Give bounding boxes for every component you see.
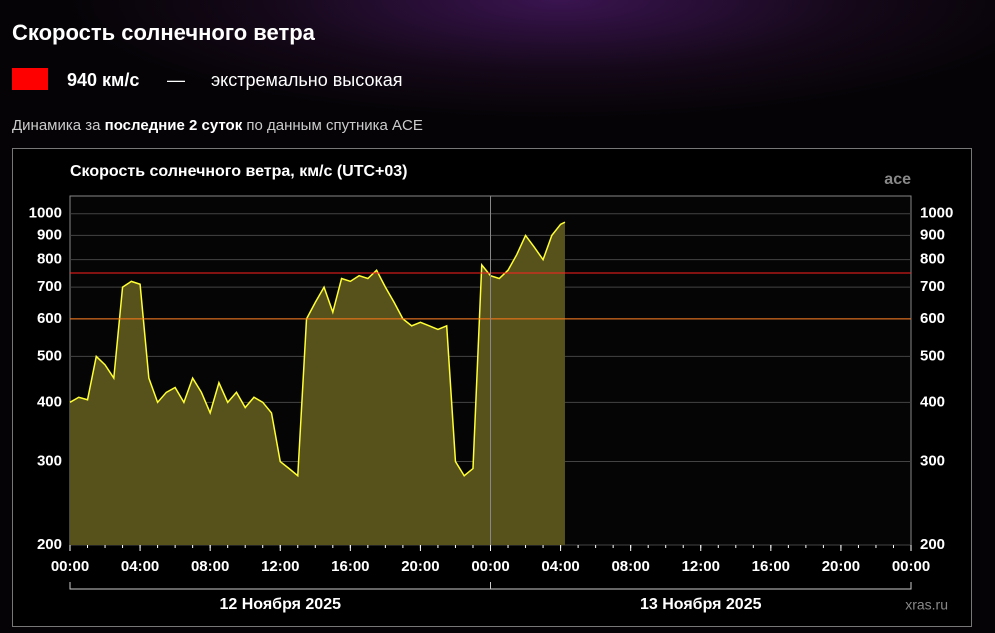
x-tick-label: 16:00 (331, 558, 369, 575)
y-tick-label: 900 (37, 226, 62, 243)
caption-post: по данным спутника ACE (246, 117, 423, 134)
date-label: 12 Ноября 2025 (219, 596, 341, 613)
x-tick-label: 20:00 (822, 558, 860, 575)
y-tick-label: 800 (37, 251, 62, 268)
current-speed: 940 км/с (67, 70, 140, 90)
caption-bold: последние 2 суток (104, 117, 243, 134)
date-label: 13 Ноября 2025 (640, 596, 762, 613)
y-tick-label: 300 (37, 453, 62, 470)
source-tag: ace (884, 171, 911, 188)
y-tick-label-right: 400 (920, 393, 945, 410)
line (69, 221, 566, 478)
level: экстремально высокая (211, 70, 403, 90)
x-tick-label: 04:00 (541, 558, 579, 575)
x-tick-label: 16:00 (752, 558, 790, 575)
y-tick-label-right: 700 (920, 278, 945, 295)
watermark: xras.ru (905, 597, 948, 613)
area (70, 222, 565, 545)
x-tick-label: 12:00 (682, 558, 720, 575)
y-tick-label: 400 (37, 393, 62, 410)
y-tick-label-right: 300 (920, 453, 945, 470)
x-tick-label: 00:00 (892, 558, 930, 575)
y-tick-label: 500 (37, 347, 62, 364)
y-tick-label-right: 600 (920, 310, 945, 327)
x-tick-label: 08:00 (191, 558, 229, 575)
caption: Динамика за последние 2 суток по данным … (12, 117, 423, 134)
x-tick-label: 00:00 (471, 558, 509, 575)
dash: — (167, 70, 185, 90)
y-tick-label-right: 900 (920, 226, 945, 243)
page-title: Скорость солнечного ветра (12, 20, 315, 45)
x-tick-label: 00:00 (51, 558, 89, 575)
caption-pre: Динамика за (12, 117, 101, 134)
y-tick-label-right: 500 (920, 347, 945, 364)
y-tick-label: 200 (37, 536, 62, 553)
date-bracket (490, 582, 912, 590)
y-tick-label-right: 800 (920, 251, 945, 268)
y-tick-label-right: 200 (920, 536, 945, 553)
x-tick-label: 20:00 (401, 558, 439, 575)
chart-title: Скорость солнечного ветра, км/с (UTC+03) (70, 163, 408, 180)
x-tick-label: 08:00 (611, 558, 649, 575)
y-tick-label: 1000 (29, 205, 62, 222)
y-tick-label: 600 (37, 310, 62, 327)
y-tick-label-right: 1000 (920, 205, 953, 222)
y-tick-label: 700 (37, 278, 62, 295)
x-tick-label: 04:00 (121, 558, 159, 575)
level-swatch (12, 68, 48, 90)
x-tick-label: 12:00 (261, 558, 299, 575)
